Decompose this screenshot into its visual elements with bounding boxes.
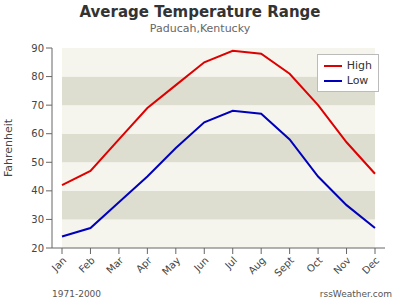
svg-text:Feb: Feb	[77, 255, 97, 275]
svg-text:20: 20	[31, 243, 44, 254]
svg-text:60: 60	[31, 128, 44, 139]
svg-text:80: 80	[31, 71, 44, 82]
svg-text:Jan: Jan	[49, 255, 68, 274]
html-text:rssWeather.com: rssWeather.com	[319, 289, 392, 299]
svg-text:Fahrenheit: Fahrenheit	[2, 118, 15, 177]
svg-text:30: 30	[31, 214, 44, 225]
svg-text:70: 70	[31, 100, 44, 111]
svg-text:Sept: Sept	[272, 255, 296, 279]
html-text:Average Temperature Range: Average Temperature Range	[79, 3, 321, 21]
svg-text:50: 50	[31, 157, 44, 168]
html-text:High: High	[346, 59, 372, 72]
svg-text:Oct: Oct	[305, 255, 325, 275]
html-text:Low: Low	[346, 74, 369, 87]
svg-text:May: May	[160, 255, 182, 277]
svg-text:Jul: Jul	[222, 255, 239, 272]
svg-text:Dec: Dec	[360, 255, 381, 276]
svg-text:90: 90	[31, 43, 44, 54]
html-text:Paducah,Kentucky: Paducah,Kentucky	[149, 22, 251, 35]
svg-text:Aug: Aug	[246, 255, 268, 277]
html-text:1971-2000: 1971-2000	[52, 289, 102, 299]
svg-text:Apr: Apr	[134, 254, 155, 275]
svg-text:Nov: Nov	[331, 255, 353, 277]
svg-text:Jun: Jun	[191, 255, 211, 275]
svg-text:Mar: Mar	[104, 254, 126, 276]
svg-text:40: 40	[31, 185, 44, 196]
